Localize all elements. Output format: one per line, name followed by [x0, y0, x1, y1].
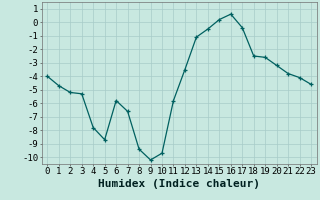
X-axis label: Humidex (Indice chaleur): Humidex (Indice chaleur) [98, 179, 260, 189]
